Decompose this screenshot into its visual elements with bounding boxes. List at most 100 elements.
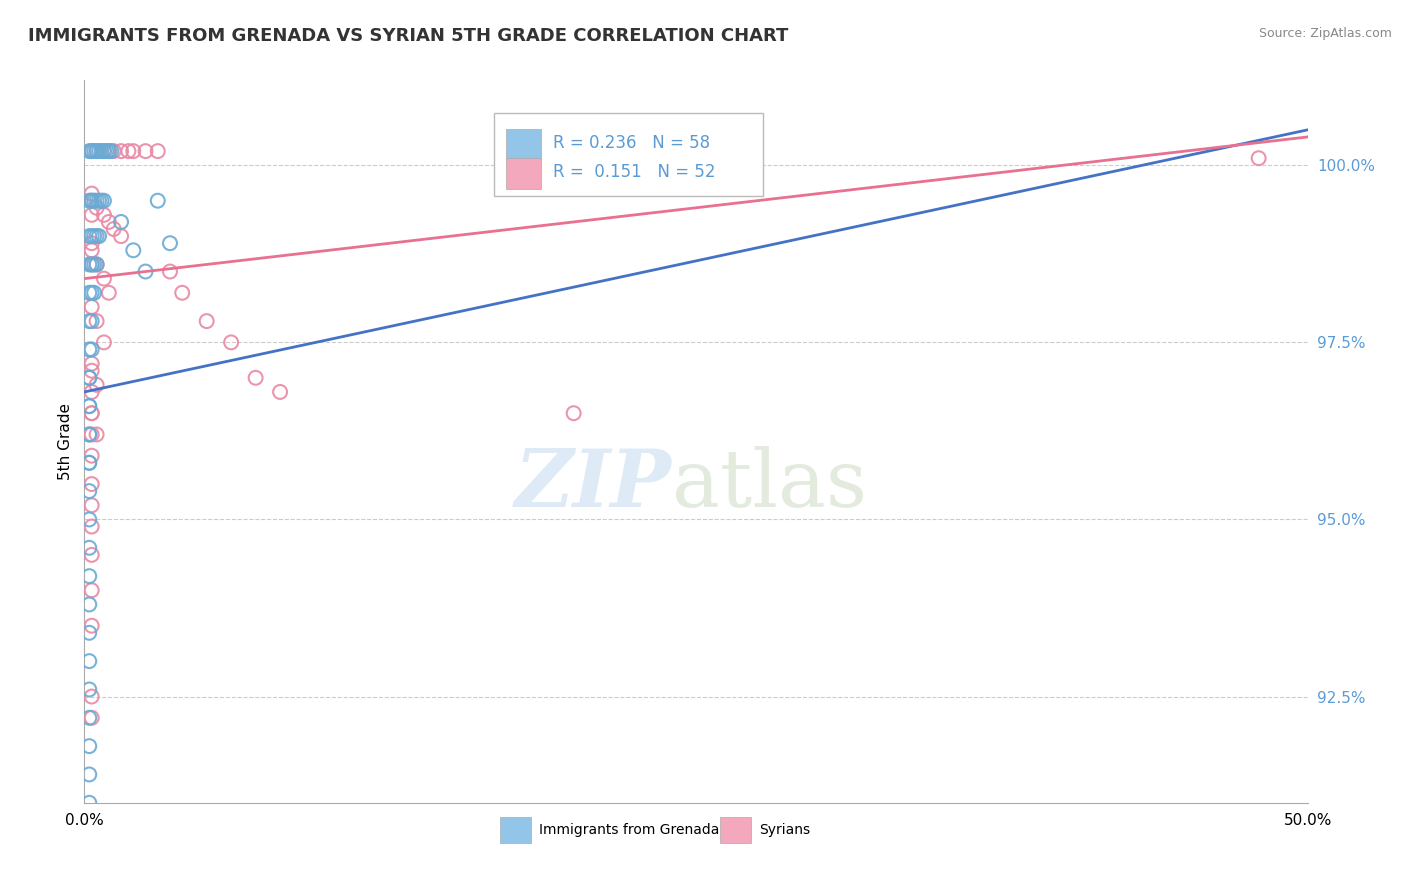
- Point: [146, 144, 169, 158]
- Point: [103, 144, 125, 158]
- Text: Immigrants from Grenada: Immigrants from Grenada: [540, 822, 720, 837]
- Point: [269, 384, 291, 399]
- Point: [77, 456, 100, 470]
- Point: [86, 427, 108, 442]
- Point: [77, 285, 100, 300]
- Point: [146, 194, 169, 208]
- Point: [80, 194, 103, 208]
- Point: [77, 541, 100, 555]
- Point: [80, 384, 103, 399]
- Point: [80, 285, 103, 300]
- Point: [80, 236, 103, 251]
- Point: [77, 598, 100, 612]
- Point: [93, 271, 115, 285]
- Point: [110, 229, 132, 244]
- Bar: [501, 817, 531, 843]
- Point: [80, 194, 103, 208]
- Text: Source: ZipAtlas.com: Source: ZipAtlas.com: [1258, 27, 1392, 40]
- Point: [80, 343, 103, 357]
- Point: [77, 427, 100, 442]
- Point: [117, 144, 139, 158]
- Point: [97, 144, 120, 158]
- Bar: [720, 817, 751, 843]
- Point: [80, 257, 103, 271]
- Point: [80, 406, 103, 420]
- Point: [86, 257, 108, 271]
- Point: [87, 229, 110, 244]
- Point: [77, 257, 100, 271]
- Point: [219, 335, 242, 350]
- Point: [77, 711, 100, 725]
- Point: [100, 144, 122, 158]
- Point: [159, 264, 181, 278]
- Point: [80, 144, 103, 158]
- Point: [245, 371, 267, 385]
- Point: [83, 285, 105, 300]
- Point: [86, 314, 108, 328]
- Point: [103, 222, 125, 236]
- Point: [122, 244, 145, 258]
- Point: [93, 144, 115, 158]
- Point: [80, 498, 103, 512]
- Point: [80, 208, 103, 222]
- Point: [93, 335, 115, 350]
- Point: [77, 399, 100, 413]
- Point: [96, 144, 118, 158]
- Point: [80, 548, 103, 562]
- Point: [172, 285, 194, 300]
- Point: [83, 229, 105, 244]
- Bar: [506, 158, 541, 189]
- Point: [77, 371, 100, 385]
- Point: [77, 456, 100, 470]
- Point: [80, 618, 103, 632]
- Point: [90, 144, 112, 158]
- Point: [1247, 151, 1270, 165]
- Point: [86, 229, 108, 244]
- Point: [80, 690, 103, 704]
- Point: [80, 406, 103, 420]
- Point: [86, 377, 108, 392]
- Point: [77, 682, 100, 697]
- Point: [80, 300, 103, 314]
- Point: [77, 194, 100, 208]
- Text: R =  0.151   N = 52: R = 0.151 N = 52: [553, 163, 716, 181]
- Point: [93, 144, 115, 158]
- Text: ZIP: ZIP: [515, 446, 672, 524]
- Point: [86, 257, 108, 271]
- FancyBboxPatch shape: [494, 112, 763, 196]
- Point: [77, 512, 100, 526]
- Point: [195, 314, 218, 328]
- Point: [97, 215, 120, 229]
- Point: [83, 257, 105, 271]
- Point: [80, 427, 103, 442]
- Point: [80, 314, 103, 328]
- Bar: [506, 129, 541, 160]
- Point: [80, 711, 103, 725]
- Point: [80, 364, 103, 378]
- Point: [135, 264, 157, 278]
- Point: [562, 406, 585, 420]
- Point: [87, 144, 110, 158]
- Point: [86, 144, 108, 158]
- Point: [93, 208, 115, 222]
- Point: [77, 796, 100, 810]
- Point: [110, 215, 132, 229]
- Point: [77, 229, 100, 244]
- Text: Syrians: Syrians: [759, 822, 811, 837]
- Point: [80, 229, 103, 244]
- Point: [77, 569, 100, 583]
- Point: [80, 519, 103, 533]
- Point: [77, 739, 100, 753]
- Point: [159, 236, 181, 251]
- Point: [83, 194, 105, 208]
- Text: R = 0.236   N = 58: R = 0.236 N = 58: [553, 134, 710, 153]
- Point: [77, 399, 100, 413]
- Point: [80, 583, 103, 598]
- Point: [77, 484, 100, 499]
- Point: [80, 257, 103, 271]
- Point: [90, 194, 112, 208]
- Point: [86, 144, 108, 158]
- Point: [97, 285, 120, 300]
- Text: atlas: atlas: [672, 446, 866, 524]
- Point: [80, 477, 103, 491]
